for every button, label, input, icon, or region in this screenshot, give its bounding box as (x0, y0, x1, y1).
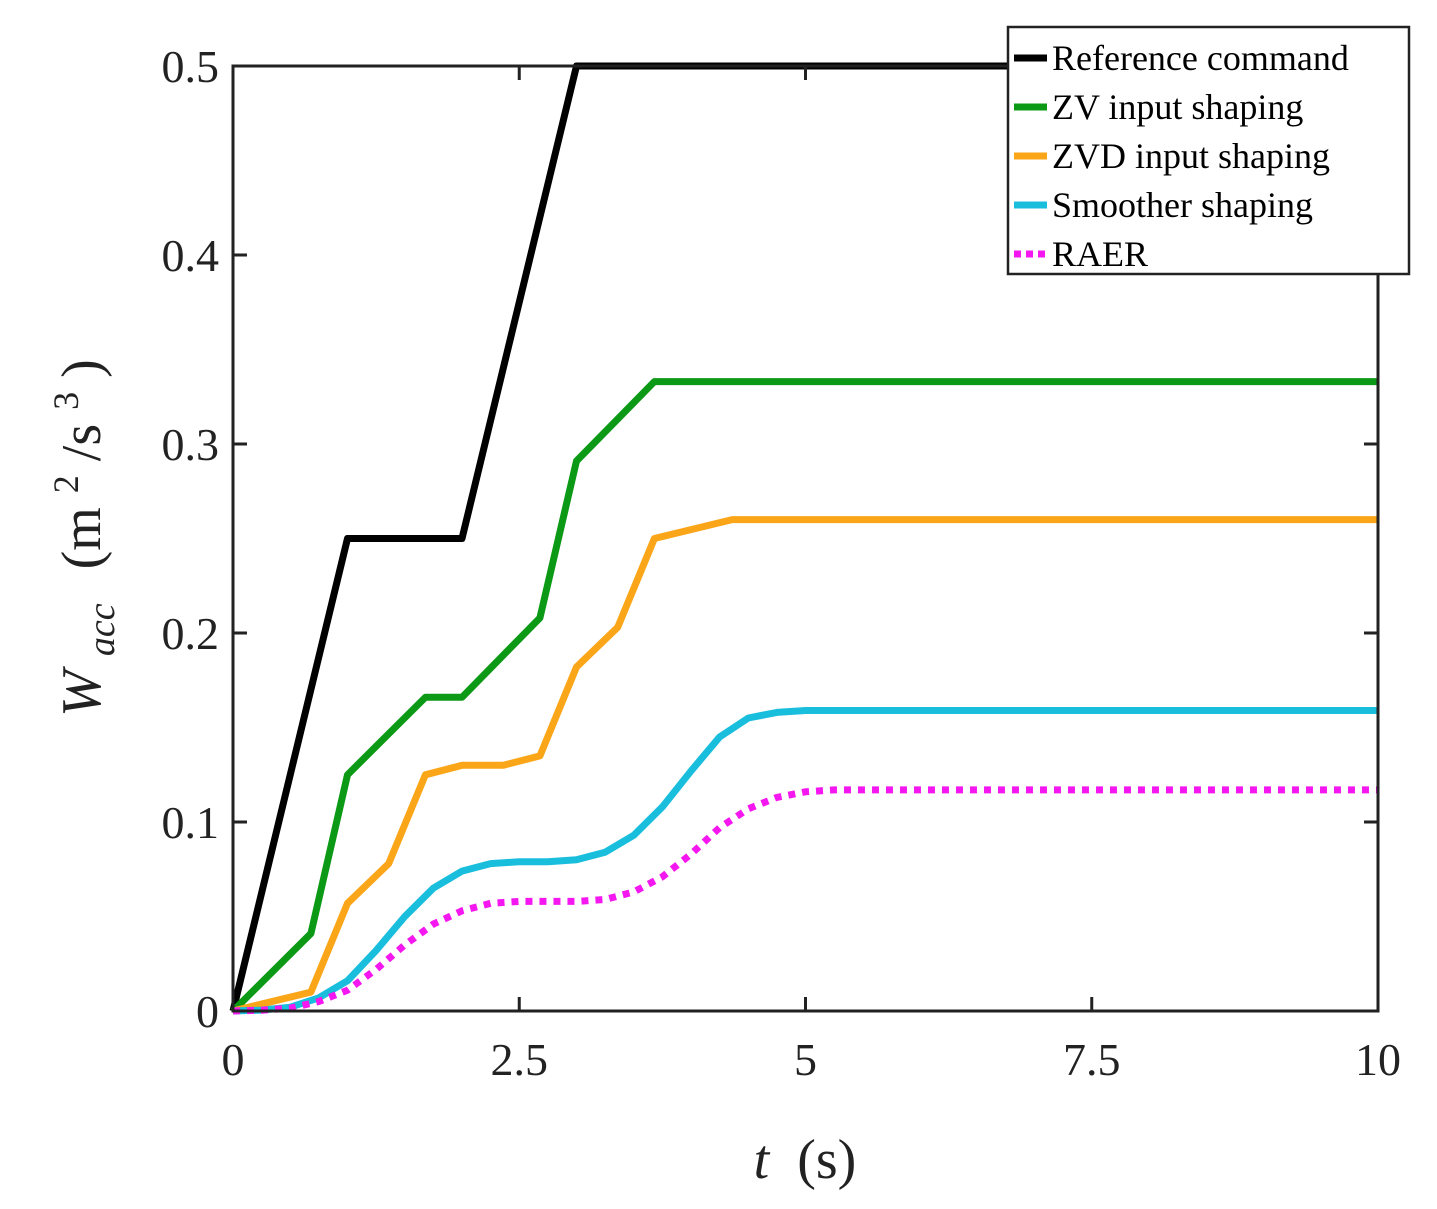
y-tick-label: 0.2 (162, 608, 220, 659)
y-tick-label: 0.5 (162, 41, 220, 92)
y-axis-label: W acc (m 2 /s 3 ) (29, 359, 127, 717)
legend-label-4: Smoother shaping (1052, 185, 1313, 225)
legend-items: Reference command ZV input shaping ZVD inp… (1014, 38, 1349, 274)
x-axis-label: t (s) (754, 1129, 857, 1191)
series-line-2 (230, 378, 1378, 1014)
legend-label-1: Reference command (1052, 38, 1349, 78)
x-tick-label: 2.5 (491, 1034, 549, 1085)
y-axis-unit-sup1: 2 (46, 475, 86, 493)
legend: Reference command ZV input shaping ZVD inp… (1006, 25, 1411, 276)
legend-box (1006, 25, 1411, 276)
y-tick-label: 0.4 (162, 230, 220, 281)
legend-label-5: RAER (1052, 234, 1148, 274)
y-tick-label: 0.3 (162, 419, 220, 470)
legend-label-2: ZV input shaping (1052, 87, 1303, 127)
y-axis-unit-close: ) (51, 359, 113, 378)
y-axis-unit-open: (m (51, 507, 113, 569)
x-axis-unit: (s) (797, 1129, 856, 1191)
legend-label-3: ZVD input shaping (1052, 136, 1330, 176)
x-axis-variable: t (754, 1129, 771, 1191)
y-axis-subscript: acc (81, 603, 123, 656)
tick-layer: 0 2.5 5 7.5 10 0 0.1 0.2 0.3 0.4 0.5 (162, 41, 1402, 1085)
x-tick-label: 7.5 (1063, 1034, 1121, 1085)
x-tick-label: 10 (1355, 1034, 1401, 1085)
y-tick-label: 0 (196, 986, 219, 1037)
y-axis-variable: W (51, 666, 113, 717)
y-tick-label: 0.1 (162, 797, 220, 848)
series-line-4 (232, 707, 1378, 1015)
series-line-3 (232, 516, 1378, 1015)
x-tick-label: 5 (794, 1034, 817, 1085)
x-tick-label: 0 (222, 1034, 245, 1085)
y-axis-unit-mid: /s (51, 424, 113, 461)
y-axis-unit-sup2: 3 (46, 392, 86, 410)
